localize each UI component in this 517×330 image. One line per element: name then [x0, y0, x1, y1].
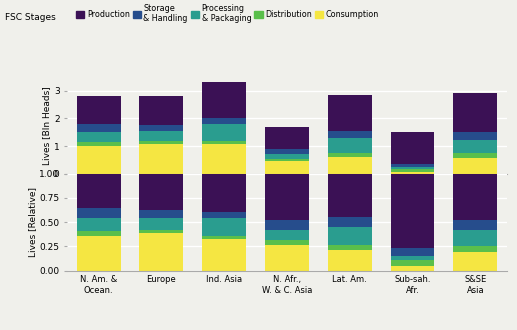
Bar [390, 167, 434, 169]
Bar [77, 218, 120, 231]
Bar [202, 236, 246, 240]
Bar [202, 144, 246, 174]
Bar [453, 140, 497, 153]
Bar [265, 220, 309, 230]
Bar [453, 158, 497, 174]
Bar [202, 240, 246, 271]
Bar [390, 174, 434, 248]
Bar [265, 230, 309, 240]
Bar [77, 124, 120, 132]
Bar [140, 210, 184, 218]
Text: FSC Stages: FSC Stages [5, 13, 56, 22]
Bar [328, 138, 372, 153]
Bar [77, 236, 120, 271]
Bar [390, 172, 434, 174]
Bar [77, 146, 120, 174]
Bar [328, 157, 372, 174]
Bar [265, 174, 309, 220]
Bar [390, 164, 434, 167]
Bar [328, 174, 372, 217]
Bar [140, 174, 184, 210]
Bar [77, 132, 120, 143]
Bar [328, 227, 372, 245]
Bar [328, 217, 372, 227]
Bar [265, 127, 309, 149]
Bar [77, 96, 120, 124]
Bar [77, 143, 120, 146]
Bar [453, 132, 497, 140]
Bar [453, 220, 497, 229]
Bar [328, 250, 372, 271]
Bar [265, 159, 309, 161]
Bar [453, 252, 497, 271]
Bar [453, 174, 497, 220]
Bar [390, 266, 434, 271]
Bar [140, 131, 184, 141]
Bar [202, 218, 246, 236]
Bar [453, 93, 497, 132]
Bar [140, 96, 184, 125]
Bar [265, 154, 309, 159]
Bar [390, 132, 434, 164]
Bar [140, 144, 184, 174]
Bar [328, 245, 372, 250]
Bar [328, 131, 372, 138]
Legend: Production, Storage
& Handling, Processing
& Packaging, Distribution, Consumptio: Production, Storage & Handling, Processi… [77, 4, 378, 23]
Bar [328, 95, 372, 131]
Bar [390, 248, 434, 256]
Bar [390, 260, 434, 266]
Bar [265, 240, 309, 245]
Bar [202, 124, 246, 141]
Bar [390, 169, 434, 172]
Bar [202, 141, 246, 144]
Bar [140, 233, 184, 271]
Bar [202, 174, 246, 212]
Bar [265, 149, 309, 154]
Bar [328, 153, 372, 157]
Bar [453, 229, 497, 246]
Bar [140, 141, 184, 144]
Bar [77, 231, 120, 236]
Bar [202, 212, 246, 218]
Bar [202, 82, 246, 117]
Bar [265, 161, 309, 174]
Bar [453, 153, 497, 158]
Bar [140, 125, 184, 131]
Y-axis label: Lives [Bln Heads]: Lives [Bln Heads] [42, 86, 51, 165]
Bar [140, 218, 184, 230]
Bar [265, 245, 309, 271]
Bar [202, 117, 246, 124]
Bar [390, 256, 434, 260]
Bar [77, 209, 120, 218]
Bar [453, 246, 497, 252]
Y-axis label: Lives [Relative]: Lives [Relative] [28, 187, 37, 257]
Bar [140, 230, 184, 233]
Bar [77, 174, 120, 209]
